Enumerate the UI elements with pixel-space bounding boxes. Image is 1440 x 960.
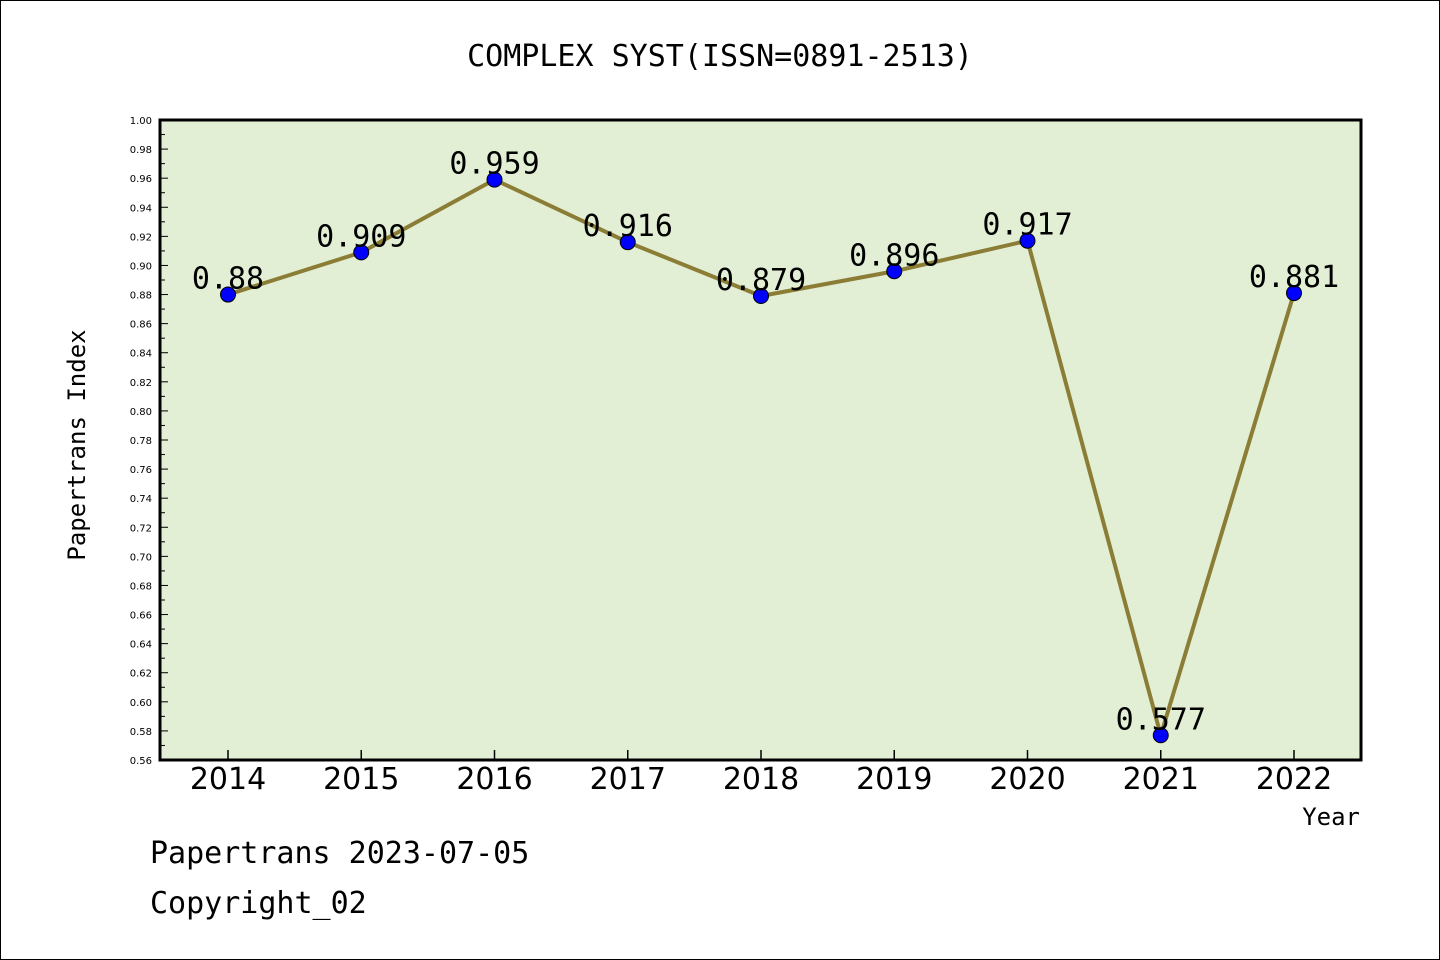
x-tick-label: 2016	[456, 762, 532, 797]
y-tick-label: 0.60	[130, 698, 152, 709]
data-points	[220, 171, 1302, 744]
x-axis-label: Year	[1302, 803, 1360, 831]
x-axis-ticks: 2014 2015 2016 2017 2018 2019 2020 2021 2022	[190, 750, 1332, 797]
x-tick-label: 2019	[856, 762, 932, 797]
data-point-marker	[619, 234, 636, 251]
y-tick-label: 0.84	[130, 349, 152, 360]
data-label: 0.879	[716, 263, 806, 298]
data-point-marker	[1152, 727, 1169, 744]
y-tick-label: 0.74	[130, 494, 152, 505]
y-axis-label: Papertrans Index	[63, 329, 91, 560]
y-tick-label: 0.98	[130, 145, 152, 156]
y-tick-label: 0.68	[130, 581, 152, 592]
y-tick-label: 0.64	[130, 640, 152, 651]
data-label: 0.959	[449, 147, 539, 182]
y-tick-label: 0.56	[130, 756, 152, 767]
data-label: 0.909	[316, 219, 406, 254]
y-tick-label: 0.90	[130, 261, 152, 272]
y-tick-label: 0.96	[130, 174, 152, 185]
y-tick-label: 0.70	[130, 552, 152, 563]
y-tick-label: 1.00	[130, 116, 152, 127]
y-tick-label: 0.80	[130, 407, 152, 418]
data-label: 0.916	[583, 209, 673, 244]
y-tick-label: 0.66	[130, 611, 152, 622]
x-tick-label: 2015	[323, 762, 399, 797]
data-point-marker	[220, 286, 236, 303]
y-tick-label: 0.62	[130, 669, 152, 680]
plot-border	[158, 118, 1363, 762]
chart-title: COMPLEX SYST(ISSN=0891-2513)	[467, 39, 973, 74]
data-label: 0.917	[982, 208, 1072, 243]
plot-area	[160, 120, 1361, 760]
y-tick-label: 0.58	[130, 727, 152, 738]
data-point-marker	[353, 244, 370, 261]
footer-copyright-text: Copyright_02	[150, 886, 367, 921]
data-label: 0.88	[192, 262, 264, 297]
y-tick-label: 0.78	[130, 436, 152, 447]
y-tick-label: 0.76	[130, 465, 152, 476]
x-tick-label: 2022	[1256, 762, 1332, 797]
x-tick-label: 2021	[1123, 762, 1199, 797]
y-tick-label: 0.92	[130, 232, 152, 243]
footer-date-text: Papertrans 2023-07-05	[150, 836, 530, 871]
data-point-marker	[486, 171, 503, 188]
y-tick-label: 0.72	[130, 523, 152, 534]
y-tick-label: 0.88	[130, 291, 152, 302]
data-label: 0.577	[1116, 702, 1206, 737]
x-tick-label: 2017	[590, 762, 666, 797]
y-tick-label: 0.94	[130, 203, 152, 214]
y-tick-label: 0.86	[130, 320, 152, 331]
data-point-marker	[753, 288, 769, 304]
data-labels: 0.88 0.909 0.959 0.916 0.879 0.896 0.917 0.577 0…	[192, 147, 1339, 738]
x-tick-label: 2018	[723, 762, 799, 797]
data-point-marker	[886, 263, 903, 280]
data-point-marker	[1019, 232, 1036, 249]
x-tick-label: 2020	[989, 762, 1065, 797]
data-label: 0.881	[1249, 260, 1339, 295]
data-point-marker	[1286, 285, 1302, 302]
y-tick-label: 0.82	[130, 378, 152, 389]
x-tick-label: 2014	[190, 762, 266, 797]
data-label: 0.896	[849, 238, 939, 273]
